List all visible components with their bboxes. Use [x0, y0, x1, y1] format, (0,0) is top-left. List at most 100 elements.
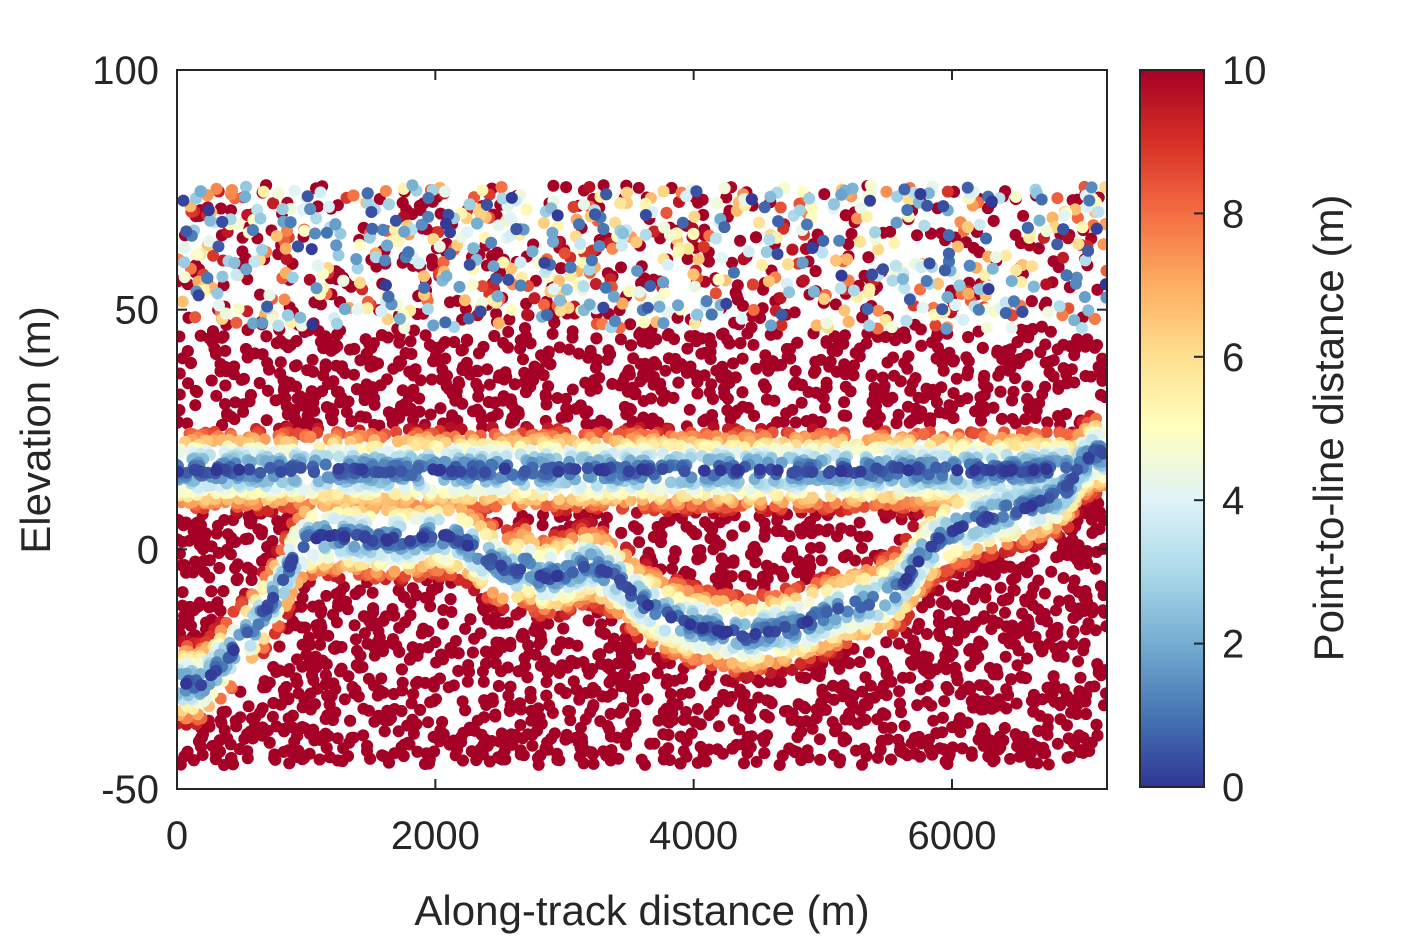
scatter-point	[422, 716, 435, 729]
scatter-point	[897, 671, 909, 684]
scatter-point	[721, 392, 734, 405]
scatter-point	[652, 714, 665, 727]
scatter-point	[189, 311, 202, 324]
scatter-point	[406, 713, 419, 726]
scatter-point	[604, 707, 617, 720]
scatter-point	[1088, 341, 1101, 354]
scatter-point	[233, 743, 246, 755]
scatter-point	[246, 712, 258, 725]
scatter-point	[677, 745, 690, 758]
scatter-point	[520, 386, 532, 399]
scatter-point	[557, 622, 570, 635]
scatter-point	[911, 699, 924, 712]
scatter-point	[1002, 592, 1015, 605]
scatter-point	[923, 743, 936, 756]
scatter-point	[230, 573, 243, 586]
scatter-point	[727, 357, 740, 370]
scatter-point	[726, 529, 739, 542]
scatter-point	[893, 685, 906, 698]
scatter-point	[620, 651, 633, 664]
scatter-point	[366, 586, 379, 599]
scatter-point	[683, 686, 696, 699]
scatter-point	[456, 695, 469, 708]
scatter-point	[447, 679, 460, 692]
scatter-point	[709, 287, 722, 300]
scatter-point	[283, 757, 296, 770]
scatter-point	[427, 355, 440, 368]
scatter-point	[779, 705, 791, 718]
scatter-point	[961, 369, 974, 382]
scatter-point	[177, 367, 186, 380]
scatter-point	[968, 427, 980, 440]
scatter-point	[968, 692, 981, 705]
scatter-point	[962, 355, 975, 368]
scatter-point	[319, 727, 332, 740]
scatter-point	[514, 719, 527, 731]
scatter-point	[277, 684, 290, 697]
scatter-point	[893, 637, 905, 650]
scatter-point	[759, 381, 772, 394]
scatter-point	[978, 610, 991, 623]
scatter-point	[462, 659, 475, 671]
scatter-point	[356, 661, 369, 673]
scatter-point	[768, 394, 781, 407]
scatter-point	[1065, 706, 1078, 719]
scatter-point	[258, 675, 271, 688]
scatter-point	[498, 373, 511, 386]
scatter-point	[1032, 574, 1045, 587]
scatter-point	[752, 691, 765, 704]
scatter-point	[351, 644, 363, 657]
scatter-point	[344, 714, 357, 727]
scatter-point	[1100, 687, 1107, 700]
scatter-point	[379, 185, 392, 197]
scatter-point	[1021, 652, 1034, 665]
scatter-point	[795, 396, 808, 409]
scatter-point	[1000, 683, 1013, 696]
scatter-point	[189, 555, 202, 568]
scatter-points	[177, 179, 1107, 771]
scatter-point	[216, 706, 229, 719]
scatter-point	[517, 353, 529, 366]
scatter-point	[546, 327, 559, 340]
scatter-point	[376, 749, 388, 762]
scatter-point	[1042, 758, 1055, 771]
scatter-point	[562, 705, 575, 717]
scatter-point	[1021, 380, 1034, 393]
scatter-point	[436, 716, 449, 728]
scatter-point	[1099, 391, 1107, 404]
scatter-point	[648, 737, 661, 750]
scatter-point	[177, 388, 186, 401]
scatter-point	[699, 516, 712, 529]
scatter-point	[504, 636, 517, 649]
scatter-point	[899, 331, 912, 344]
scatter-point	[853, 350, 866, 363]
scatter-point	[1057, 251, 1069, 264]
scatter-point	[177, 533, 184, 546]
scatter-point	[587, 757, 600, 770]
scatter-point	[695, 347, 708, 360]
scatter-point	[387, 362, 400, 375]
scatter-point	[267, 661, 280, 673]
scatter-point	[486, 692, 499, 705]
scatter-point	[1078, 637, 1091, 650]
scatter-point	[590, 361, 603, 373]
scatter-point	[388, 703, 401, 715]
scatter-point	[372, 709, 385, 722]
scatter-point	[579, 407, 592, 420]
scatter-point	[290, 672, 302, 685]
scatter-point	[300, 648, 313, 661]
scatter-point	[565, 654, 578, 667]
scatter-point	[309, 650, 322, 663]
scatter-point	[480, 657, 493, 670]
scatter-point	[321, 689, 334, 702]
scatter-point	[411, 745, 424, 758]
scatter-point	[532, 702, 545, 715]
scatter-point	[908, 732, 921, 744]
scatter-point	[680, 706, 693, 718]
scatter-point	[809, 355, 822, 368]
scatter-point	[805, 542, 817, 554]
scatter-point	[749, 556, 762, 569]
scatter-point	[634, 358, 647, 371]
scatter-point	[368, 398, 381, 411]
